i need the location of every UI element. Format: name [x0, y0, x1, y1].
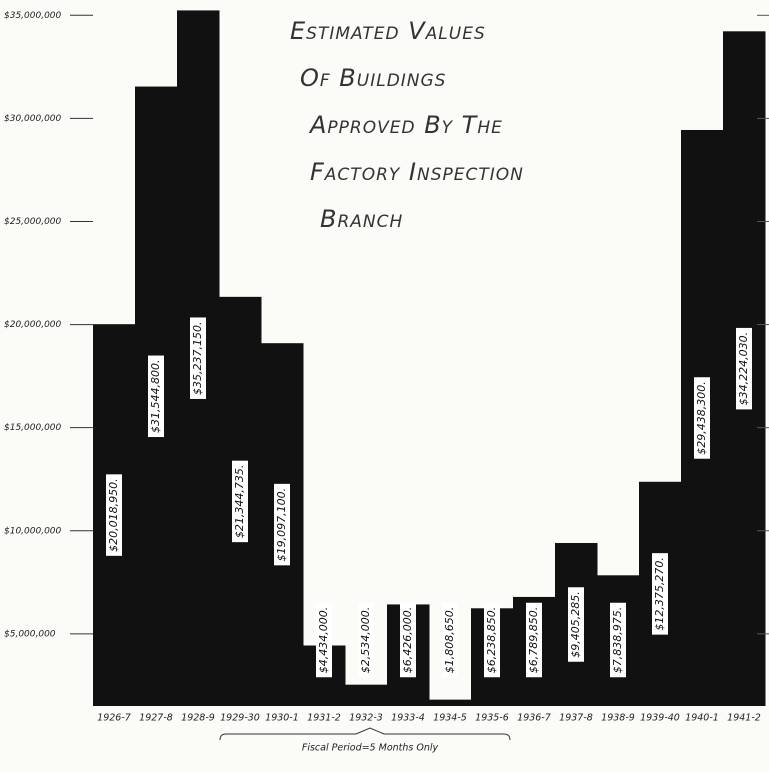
value-label-box [274, 483, 290, 566]
value-label-group: $12,375,270. [652, 553, 668, 635]
x-tick-label: 1940-1 [685, 713, 719, 724]
value-label-box [316, 602, 332, 678]
value-label-group: $7,838,975. [610, 602, 626, 678]
value-label-box [400, 602, 416, 678]
value-label: $31,544,800. [149, 360, 162, 433]
chart-title: Estimated Values [290, 17, 486, 45]
chart-title: Of Buildings [300, 64, 446, 92]
value-label: $2,534,000. [359, 607, 372, 673]
value-label: $29,438,300. [695, 381, 708, 454]
x-tick-label: 1931-2 [307, 713, 341, 724]
value-label-box [190, 317, 206, 399]
y-tick-label: $30,000,000 [4, 114, 62, 124]
bar [429, 699, 472, 706]
y-tick-label: $35,000,000 [4, 11, 62, 21]
x-tick-label: 1937-8 [559, 713, 593, 724]
value-label-box [526, 602, 542, 678]
value-label-group: $1,808,650. [442, 602, 458, 678]
value-label-box [610, 602, 626, 678]
value-label-group: $31,544,800. [148, 355, 164, 438]
value-label-box [694, 377, 710, 459]
x-tick-label: 1936-7 [517, 713, 551, 724]
chart-title: Approved By The [308, 111, 503, 139]
value-label-box [568, 587, 584, 662]
value-label-box [232, 460, 248, 543]
value-label-group: $2,534,000. [358, 602, 374, 678]
y-tick-label: $15,000,000 [4, 423, 62, 433]
value-label: $12,375,270. [653, 557, 666, 630]
value-label: $9,405,285. [569, 591, 582, 657]
value-label-group: $6,238,850. [484, 602, 500, 678]
value-label: $20,018,950. [107, 478, 120, 551]
value-label: $34,224,030. [737, 332, 750, 405]
value-label: $6,238,850. [485, 607, 498, 673]
x-tick-label: 1941-2 [727, 713, 761, 724]
value-label: $7,838,975. [611, 607, 624, 673]
value-label-box [484, 602, 500, 678]
x-tick-label: 1932-3 [349, 713, 383, 724]
value-label: $4,434,000. [317, 607, 330, 673]
bracket [219, 727, 511, 741]
value-label-group: $19,097,100. [274, 483, 290, 566]
value-label-box [652, 553, 668, 635]
x-tick-label: 1935-6 [475, 713, 509, 724]
value-label: $6,426,000. [401, 607, 414, 673]
value-label-group: $34,224,030. [736, 327, 752, 410]
value-label: $19,097,100. [275, 488, 288, 561]
x-tick-label: 1939-40 [640, 713, 680, 724]
value-label-box [358, 602, 374, 678]
chart-title: Branch [320, 205, 403, 233]
value-label-group: $9,405,285. [568, 587, 584, 662]
value-label-group: $6,426,000. [400, 602, 416, 678]
y-tick-label: $10,000,000 [4, 526, 62, 536]
value-label-group: $20,018,950. [106, 474, 122, 556]
value-label-box [106, 474, 122, 556]
x-tick-label: 1926-7 [97, 713, 131, 724]
x-tick-label: 1930-1 [265, 713, 299, 724]
value-label-box [442, 602, 458, 678]
x-tick-label: 1933-4 [391, 713, 425, 724]
y-tick-label: $5,000,000 [4, 629, 56, 639]
value-label: $21,344,735. [233, 465, 246, 538]
y-tick-label: $20,000,000 [4, 320, 62, 330]
x-tick-label: 1928-9 [181, 713, 215, 724]
value-label-group: $35,237,150. [190, 317, 206, 399]
value-label-box [736, 327, 752, 410]
chart-title: Factory Inspection [310, 158, 524, 186]
value-label-group: $29,438,300. [694, 377, 710, 459]
value-label-group: $21,344,735. [232, 460, 248, 543]
value-label: $6,789,850. [527, 607, 540, 673]
value-label-group: $4,434,000. [316, 602, 332, 678]
x-tick-label: 1927-8 [139, 713, 173, 724]
value-label-group: $6,789,850. [526, 602, 542, 678]
annotation: Fiscal Period=5 Months Only [302, 743, 439, 754]
value-label-box [148, 355, 164, 438]
value-label: $1,808,650. [443, 607, 456, 673]
x-tick-label: 1929-30 [220, 713, 260, 724]
x-tick-label: 1938-9 [601, 713, 635, 724]
value-label: $35,237,150. [191, 321, 204, 394]
y-tick-label: $25,000,000 [4, 217, 62, 227]
x-tick-label: 1934-5 [433, 713, 467, 724]
bar [345, 684, 388, 706]
